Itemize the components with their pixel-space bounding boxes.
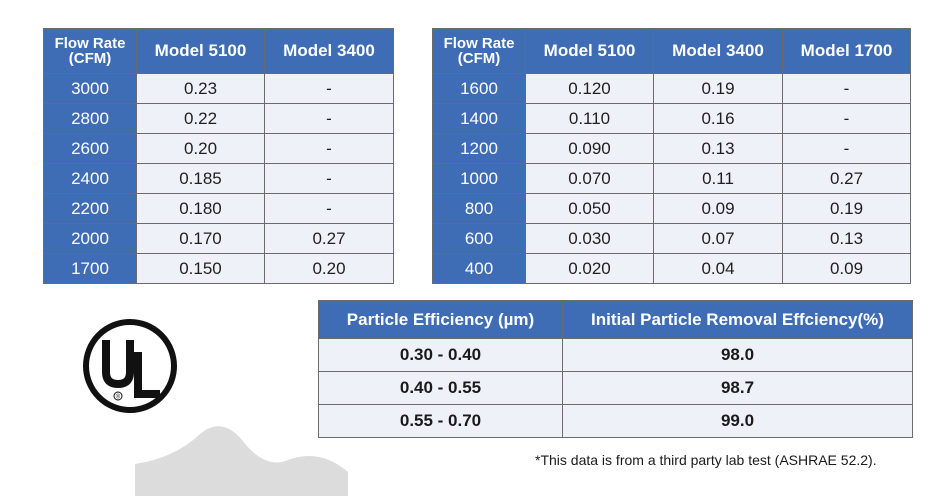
value-cell: - — [264, 193, 394, 224]
particle-range-cell: 0.40 - 0.55 — [318, 371, 563, 405]
table-header-row: Particle Efficiency (µm) Initial Particl… — [318, 300, 913, 339]
table-row: 0.55 - 0.70 99.0 — [318, 404, 913, 438]
value-cell: 0.185 — [136, 163, 265, 194]
value-cell: 0.23 — [136, 73, 265, 104]
value-cell: 0.04 — [653, 253, 783, 284]
efficiency-cell: 98.7 — [562, 371, 913, 405]
efficiency-cell: 98.0 — [562, 338, 913, 372]
particle-range-cell: 0.55 - 0.70 — [318, 404, 563, 438]
value-cell: 0.22 — [136, 103, 265, 134]
value-cell: 0.07 — [653, 223, 783, 254]
header-model-5100: Model 5100 — [525, 28, 654, 74]
value-cell: - — [782, 133, 911, 164]
flow-cell: 1600 — [432, 73, 526, 104]
value-cell: 0.27 — [264, 223, 394, 254]
value-cell: - — [264, 163, 394, 194]
flow-rate-table-small: Flow Rate (CFM) Model 5100 Model 3400 Mo… — [432, 28, 911, 284]
table-row: 2400 0.185- — [43, 163, 394, 194]
table-row: 800 0.050 0.09 0.19 — [432, 193, 911, 224]
table-row: 2600 0.20- — [43, 133, 394, 164]
flow-cell: 2000 — [43, 223, 137, 254]
value-cell: 0.27 — [782, 163, 911, 194]
value-cell: 0.020 — [525, 253, 654, 284]
value-cell: 0.13 — [653, 133, 783, 164]
value-cell: - — [264, 73, 394, 104]
table-row: 1400 0.110 0.16- — [432, 103, 911, 134]
flow-cell: 2800 — [43, 103, 137, 134]
value-cell: 0.030 — [525, 223, 654, 254]
header-model-1700: Model 1700 — [782, 28, 911, 74]
table-row: 2000 0.170 0.27 — [43, 223, 394, 254]
flow-cell: 1200 — [432, 133, 526, 164]
value-cell: - — [782, 73, 911, 104]
value-cell: 0.110 — [525, 103, 654, 134]
value-cell: 0.20 — [264, 253, 394, 284]
table-row: 1200 0.090 0.13- — [432, 133, 911, 164]
value-cell: 0.170 — [136, 223, 265, 254]
footnote: *This data is from a third party lab tes… — [535, 452, 877, 468]
value-cell: 0.11 — [653, 163, 783, 194]
header-model-3400: Model 3400 — [264, 28, 394, 74]
flow-cell: 1700 — [43, 253, 137, 284]
value-cell: 0.150 — [136, 253, 265, 284]
table-row: 400 0.020 0.04 0.09 — [432, 253, 911, 284]
value-cell: 0.050 — [525, 193, 654, 224]
table-row: 600 0.030 0.07 0.13 — [432, 223, 911, 254]
flow-cell: 600 — [432, 223, 526, 254]
value-cell: 0.19 — [782, 193, 911, 224]
table-row: 1700 0.150 0.20 — [43, 253, 394, 284]
particle-range-cell: 0.30 - 0.40 — [318, 338, 563, 372]
header-model-3400: Model 3400 — [653, 28, 783, 74]
flow-rate-table-large: Flow Rate (CFM) Model 5100 Model 3400 30… — [43, 28, 394, 284]
table-row: 1600 0.120 0.19- — [432, 73, 911, 104]
flow-cell: 400 — [432, 253, 526, 284]
value-cell: 0.120 — [525, 73, 654, 104]
value-cell: 0.20 — [136, 133, 265, 164]
value-cell: 0.09 — [653, 193, 783, 224]
particle-efficiency-table: Particle Efficiency (µm) Initial Particl… — [318, 300, 913, 438]
table-header-row: Flow Rate (CFM) Model 5100 Model 3400 — [43, 28, 394, 74]
table-row: 2200 0.180- — [43, 193, 394, 224]
flow-cell: 1400 — [432, 103, 526, 134]
ul-certification-icon: ® — [83, 319, 177, 413]
table-row: 0.40 - 0.55 98.7 — [318, 371, 913, 405]
flow-cell: 2400 — [43, 163, 137, 194]
header-removal-efficiency: Initial Particle Removal Effciency(%) — [562, 300, 913, 339]
value-cell: - — [264, 133, 394, 164]
flow-cell: 2200 — [43, 193, 137, 224]
registered-mark: ® — [116, 394, 121, 401]
flow-cell: 1000 — [432, 163, 526, 194]
header-particle-efficiency: Particle Efficiency (µm) — [318, 300, 563, 339]
flow-cell: 3000 — [43, 73, 137, 104]
table-row: 1000 0.070 0.11 0.27 — [432, 163, 911, 194]
value-cell: 0.16 — [653, 103, 783, 134]
value-cell: - — [782, 103, 911, 134]
value-cell: 0.090 — [525, 133, 654, 164]
value-cell: 0.070 — [525, 163, 654, 194]
table-row: 2800 0.22- — [43, 103, 394, 134]
table-row: 0.30 - 0.40 98.0 — [318, 338, 913, 372]
flow-cell: 2600 — [43, 133, 137, 164]
header-flow-rate: Flow Rate (CFM) — [43, 28, 137, 74]
value-cell: 0.13 — [782, 223, 911, 254]
header-model-5100: Model 5100 — [136, 28, 265, 74]
table-header-row: Flow Rate (CFM) Model 5100 Model 3400 Mo… — [432, 28, 911, 74]
value-cell: - — [264, 103, 394, 134]
header-flow-rate: Flow Rate (CFM) — [432, 28, 526, 74]
efficiency-cell: 99.0 — [562, 404, 913, 438]
decorative-shape — [135, 426, 348, 496]
table-row: 3000 0.23- — [43, 73, 394, 104]
value-cell: 0.180 — [136, 193, 265, 224]
value-cell: 0.19 — [653, 73, 783, 104]
flow-cell: 800 — [432, 193, 526, 224]
value-cell: 0.09 — [782, 253, 911, 284]
